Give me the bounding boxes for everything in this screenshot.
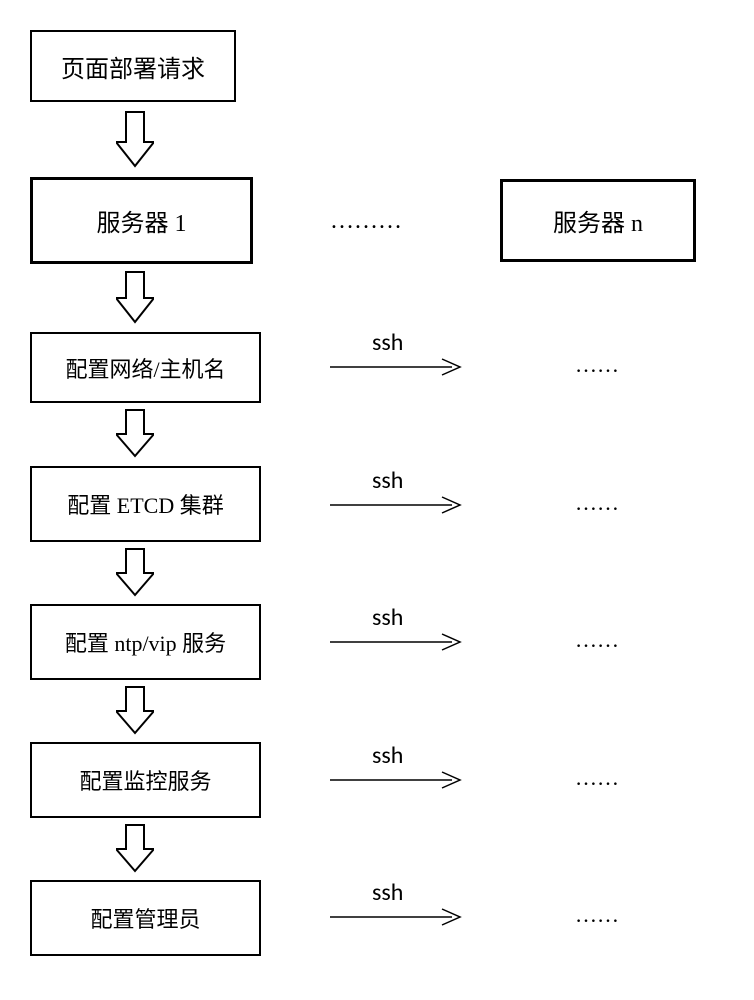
node-label: 配置 ntp/vip 服务 [65, 626, 226, 658]
ellipsis-label: ……… [330, 208, 402, 235]
block-arrow-icon [116, 685, 154, 735]
ssh-label: ssh [372, 603, 403, 632]
block-arrow-icon [116, 823, 154, 873]
block-arrow-icon [116, 270, 154, 324]
node-label: 服务器 n [553, 203, 643, 238]
node-config-network-hostname: 配置网络/主机名 [30, 332, 261, 403]
node-label: 服务器 1 [97, 203, 187, 238]
ssh-label: ssh [372, 466, 403, 495]
node-page-deploy-request: 页面部署请求 [30, 30, 236, 102]
node-label: 配置网络/主机名 [65, 352, 225, 384]
ellipsis-label: …… [575, 352, 619, 378]
block-arrow-icon [116, 547, 154, 597]
block-arrow-icon [116, 408, 154, 458]
thin-arrow-icon [330, 632, 470, 652]
node-label: 配置监控服务 [79, 764, 211, 796]
node-label: 页面部署请求 [61, 49, 205, 84]
thin-arrow-icon [330, 907, 470, 927]
node-config-etcd-cluster: 配置 ETCD 集群 [30, 466, 261, 542]
ellipsis-label: …… [575, 902, 619, 928]
node-label: 配置管理员 [90, 902, 200, 934]
block-arrow-icon [116, 110, 154, 168]
flowchart-container: 页面部署请求 服务器 1 服务器 n 配置网络/主机名 配置 ETCD 集群 配… [30, 30, 724, 970]
ellipsis-label: …… [575, 490, 619, 516]
thin-arrow-icon [330, 357, 470, 377]
node-server-n: 服务器 n [500, 179, 696, 262]
thin-arrow-icon [330, 495, 470, 515]
ellipsis-label: …… [575, 765, 619, 791]
thin-arrow-icon [330, 770, 470, 790]
node-config-ntp-vip: 配置 ntp/vip 服务 [30, 604, 261, 680]
ssh-label: ssh [372, 328, 403, 357]
ellipsis-label: …… [575, 627, 619, 653]
node-config-admin: 配置管理员 [30, 880, 261, 956]
node-server-1: 服务器 1 [30, 177, 253, 264]
node-label: 配置 ETCD 集群 [67, 488, 223, 520]
ssh-label: ssh [372, 741, 403, 770]
node-config-monitor: 配置监控服务 [30, 742, 261, 818]
ssh-label: ssh [372, 878, 403, 907]
